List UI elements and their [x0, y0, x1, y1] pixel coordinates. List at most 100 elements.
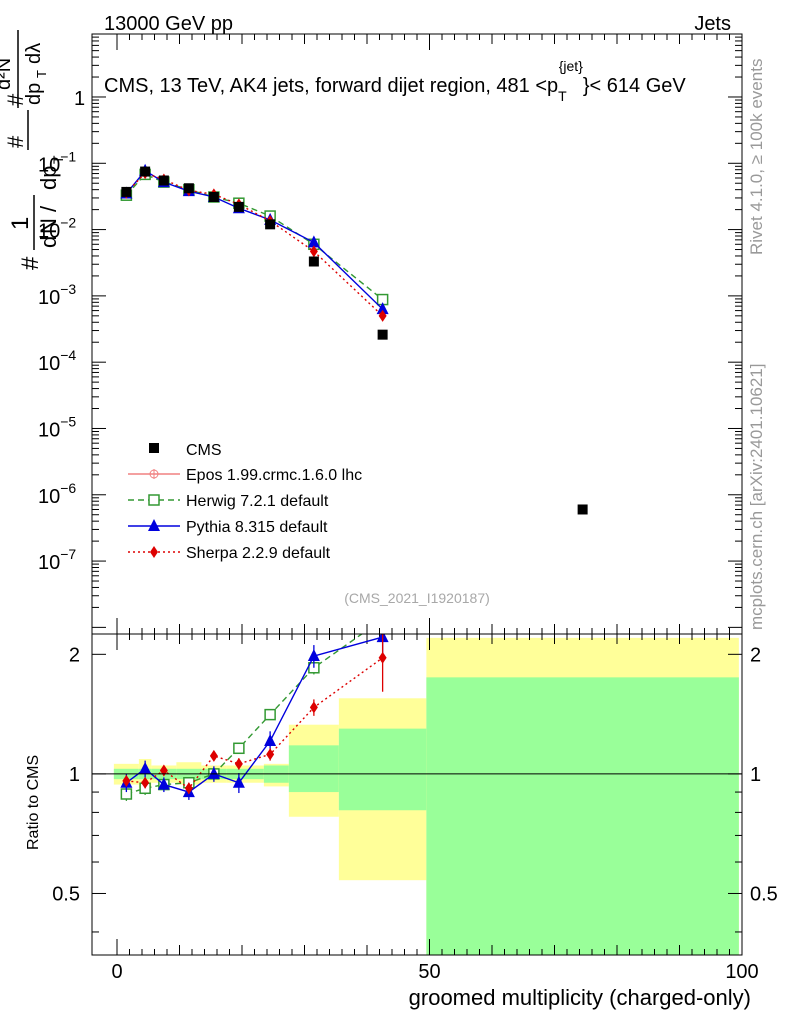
ylabel-hash-1: #: [17, 256, 44, 270]
main-point-2-8: [376, 302, 389, 315]
legend: CMS Epos 1.99.crmc.1.6.0 lhc Herwig 7.2.1 …: [128, 442, 362, 562]
main-ytick-label-5: 10−5: [38, 413, 76, 441]
ytick-base: 10: [38, 486, 60, 508]
ratio-point-1-6: [264, 708, 276, 721]
cms-point-7: [308, 256, 319, 267]
cms-point-8: [377, 329, 388, 340]
ratio-ylabel: Ratio to CMS: [25, 755, 42, 850]
title-sup: {jet}: [559, 58, 583, 74]
title-prefix: CMS, 13 TeV, AK4 jets, forward dijet reg…: [104, 75, 558, 97]
ratio-ytick-label-left-2: 2: [69, 644, 80, 666]
ratio-point-3-4: [209, 749, 218, 762]
main-line-1: [125, 173, 384, 301]
cms-point-5: [233, 201, 244, 212]
ratio-point-3-7: [309, 701, 318, 714]
ylabel-one: 1: [7, 217, 34, 230]
plot-frames: [91, 33, 743, 956]
x-tick-label-1: 50: [418, 961, 440, 983]
ratio-point-3-8: [378, 651, 387, 664]
main-series-group: [120, 163, 588, 515]
ytick-exp: −6: [60, 480, 76, 496]
ylabel-hash-2: #: [3, 135, 28, 148]
ratio-point-2-4: [207, 766, 220, 779]
ytick-exp: −7: [60, 546, 76, 562]
side-label-mcplots: mcplots.cern.ch [arXiv:2401.10621]: [747, 364, 766, 630]
ratio-axis-ticks: 0 50 100 0.5 0.5 1 1 2 2: [52, 634, 778, 983]
ytick-exp: −2: [60, 215, 76, 231]
ylabel-d2N: d²N: [0, 58, 15, 90]
title-suffix: }< 614 GeV: [583, 75, 687, 97]
main-axis-ticks: 110−110−210−310−410−510−610−7: [38, 34, 743, 634]
ytick-base: 10: [38, 552, 60, 574]
chart-title: CMS, 13 TeV, AK4 jets, forward dijet reg…: [104, 58, 686, 104]
x-tick-label-2: 100: [725, 961, 758, 983]
main-ytick-label-6: 10−6: [38, 480, 76, 508]
header-left: 13000 GeV pp: [104, 13, 233, 35]
band-inner-9: [426, 677, 739, 955]
legend-cms-marker: [149, 443, 159, 453]
x-tick-label-0: 0: [111, 961, 122, 983]
band-inner-7: [288, 745, 339, 793]
ytick-exp: −5: [60, 413, 76, 429]
legend-label-0: Epos 1.99.crmc.1.6.0 lhc: [186, 467, 362, 484]
ratio-point-2-6: [264, 734, 277, 747]
main-ytick-label-2: 10−2: [38, 215, 76, 243]
ratio-ytick-label-right-0: 0.5: [750, 883, 778, 905]
main-ylabel: # 1 d N / dp T # # d²N dp T dλ: [0, 30, 66, 270]
ratio-point-3-1: [141, 776, 150, 789]
ytick-exp: −4: [60, 347, 76, 363]
analysis-reference: (CMS_2021_I1920187): [344, 590, 490, 606]
ratio-point-1-5: [233, 742, 245, 755]
main-point-3-7: [309, 245, 318, 258]
ratio-point-3-5: [234, 757, 243, 770]
ytick-base: 1: [74, 88, 85, 110]
ratio-uncertainty-bands: [113, 637, 739, 955]
main-ytick-label-4: 10−4: [38, 347, 76, 375]
ylabel-T-1: T: [50, 155, 66, 164]
main-ytick-label-7: 10−7: [38, 546, 76, 574]
ratio-point-1-8: [378, 614, 388, 624]
ytick-base: 10: [38, 154, 60, 176]
ylabel-hash-3: #: [3, 93, 28, 106]
cms-point-1: [140, 166, 151, 177]
legend-label-2: Pythia 8.315 default: [186, 519, 328, 536]
ratio-point-2-1: [139, 761, 152, 774]
ytick-exp: −3: [60, 281, 76, 297]
ratio-ytick-label-left-1: 1: [69, 764, 80, 786]
legend-marker-3: [150, 546, 158, 558]
ytick-base: 10: [38, 419, 60, 441]
legend-marker-0: [149, 469, 159, 479]
legend-marker-1: [148, 494, 160, 506]
cms-point-3: [183, 183, 194, 194]
side-label-rivet: Rivet 4.1.0, ≥ 100k events: [747, 59, 766, 255]
ylabel-dp: dp: [36, 166, 61, 190]
ytick-exp: −1: [60, 148, 76, 164]
main-ytick-label-1: 10−1: [38, 148, 76, 176]
cms-point-4: [208, 192, 219, 203]
ratio-point-3-6: [266, 748, 275, 761]
main-point-2-7: [307, 235, 320, 248]
ylabel-dp-2: dp: [23, 83, 45, 105]
ylabel-lambda: dλ: [23, 43, 45, 64]
ratio-point-2-5: [232, 775, 245, 788]
ytick-base: 10: [38, 287, 60, 309]
main-point-3-8: [378, 309, 387, 322]
title-sub: T: [558, 88, 567, 104]
ratio-frame: [91, 633, 743, 956]
cms-point-2: [158, 175, 169, 186]
ylabel-d: d: [36, 236, 61, 248]
main-line-2: [125, 169, 384, 310]
main-line-3: [125, 172, 384, 317]
ratio-point-2-2: [157, 777, 170, 790]
ratio-ytick-label-right-2: 2: [750, 644, 761, 666]
legend-label-3: Sherpa 2.2.9 default: [186, 545, 331, 562]
header-right: Jets: [694, 13, 731, 35]
legend-cms-label: CMS: [186, 442, 222, 459]
ylabel-dN: N /: [36, 205, 61, 234]
ylabel-T-2: T: [34, 70, 49, 78]
x-axis-label: groomed multiplicity (charged-only): [409, 985, 751, 1010]
legend-label-1: Herwig 7.2.1 default: [186, 493, 329, 510]
main-ytick-label-3: 10−3: [38, 281, 76, 309]
main-frame: [91, 33, 743, 635]
